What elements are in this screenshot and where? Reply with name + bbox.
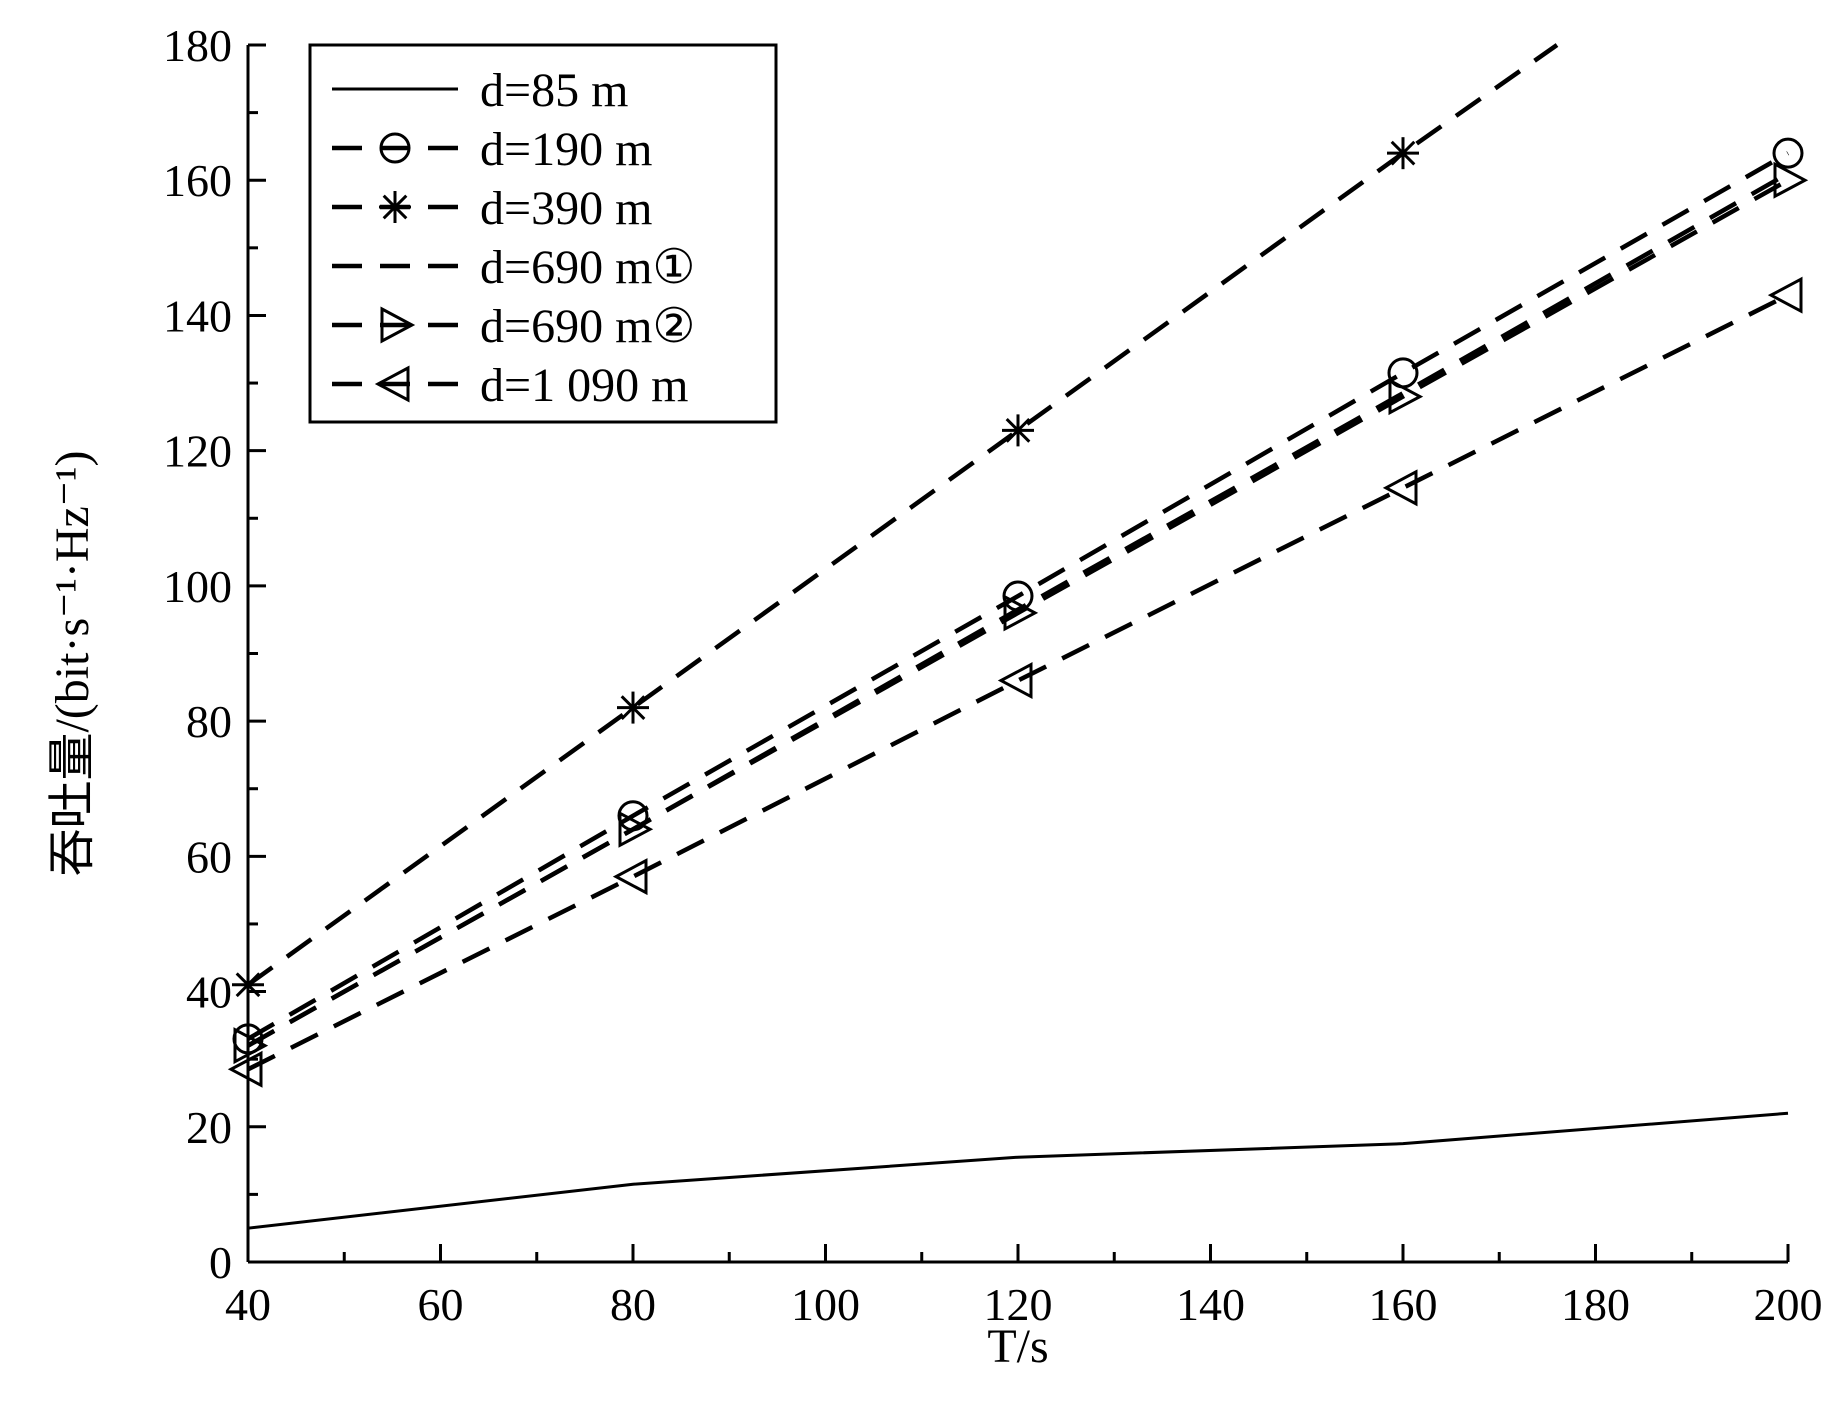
x-tick-label: 100 [791, 1279, 860, 1330]
y-tick-label: 40 [186, 967, 232, 1018]
series-line [246, 178, 1790, 1048]
legend-label: d=690 m① [480, 241, 695, 294]
x-tick-label: 60 [418, 1279, 464, 1330]
x-tick-label: 80 [610, 1279, 656, 1330]
asterisk-stroke [620, 695, 646, 720]
x-tick-label: 160 [1369, 1279, 1438, 1330]
legend-label: d=85 m [480, 64, 628, 117]
series-layer [227, 43, 1809, 1230]
legend-entry: d=1 090 m [332, 359, 688, 412]
asterisk-stroke [382, 194, 408, 220]
legend-swatch-marker [379, 132, 411, 164]
y-tick-label: 60 [186, 831, 232, 882]
legend: d=85 m d=190 m d=390 m d=690 m① d=690 m② d=1 … [308, 43, 778, 424]
legend-label: d=690 m② [480, 300, 695, 353]
series-line [246, 43, 1559, 987]
data-point-marker [1388, 378, 1424, 416]
data-point-marker [1767, 276, 1803, 314]
data-point-marker [1382, 469, 1418, 507]
legend-entry: d=85 m [332, 64, 628, 117]
data-point-marker [612, 858, 648, 896]
y-tick-label: 0 [209, 1237, 232, 1288]
data-point-marker [1003, 594, 1039, 632]
x-tick-label: 120 [984, 1279, 1053, 1330]
axes: 40 60 80 100 120 140 160 180 200 0 20 40 60 80 100 120 1… [163, 20, 1823, 1330]
legend-swatch-marker [379, 191, 411, 223]
series-line [246, 151, 1790, 1041]
legend-label: d=1 090 m [480, 359, 688, 412]
y-tick-label: 140 [163, 290, 232, 341]
y-tick-label: 180 [163, 20, 232, 71]
legend-entry: d=690 m② [332, 300, 695, 353]
data-point-marker [232, 968, 264, 1001]
data-point-marker [618, 810, 654, 848]
y-tick-label: 160 [163, 155, 232, 206]
x-tick-label: 180 [1561, 1279, 1630, 1330]
legend-entry: d=390 m [332, 182, 652, 235]
y-tick-label: 100 [163, 561, 232, 612]
legend-swatch-marker [380, 306, 416, 344]
y-tick-label: 20 [186, 1102, 232, 1153]
x-axis-title: T/s [987, 1320, 1048, 1373]
legend-entry: d=190 m [332, 123, 652, 176]
data-point-marker [1387, 137, 1419, 170]
series-line [247, 1111, 1789, 1230]
asterisk-stroke [235, 972, 261, 998]
asterisk-stroke [1390, 140, 1416, 166]
x-tick-label: 40 [225, 1279, 271, 1330]
legend-swatch-marker [374, 365, 410, 403]
legend-label: d=190 m [480, 123, 652, 176]
x-tick-label: 140 [1176, 1279, 1245, 1330]
data-point-marker [1772, 137, 1804, 169]
series-6 [227, 276, 1803, 1088]
data-point-marker [1773, 161, 1809, 199]
series-3 [232, 43, 1559, 1001]
asterisk-stroke [1005, 418, 1031, 443]
legend-label: d=390 m [480, 182, 652, 235]
series-5 [233, 161, 1809, 1065]
data-point-marker [233, 1027, 269, 1065]
y-axis-title: 吞吐量/(bit·s⁻¹·Hz⁻¹) [46, 450, 99, 876]
data-point-marker [617, 691, 649, 724]
data-point-marker [227, 1050, 263, 1088]
x-tick-label: 200 [1754, 1279, 1823, 1330]
series-1 [247, 1111, 1789, 1230]
data-point-marker [997, 662, 1033, 700]
axis-titles: T/s 吞吐量/(bit·s⁻¹·Hz⁻¹) [46, 450, 1049, 1373]
data-point-marker [1002, 414, 1034, 447]
y-tick-label: 120 [163, 426, 232, 477]
legend-box [308, 43, 778, 424]
y-tick-label: 80 [186, 696, 232, 747]
legend-entry: d=690 m① [332, 241, 695, 294]
